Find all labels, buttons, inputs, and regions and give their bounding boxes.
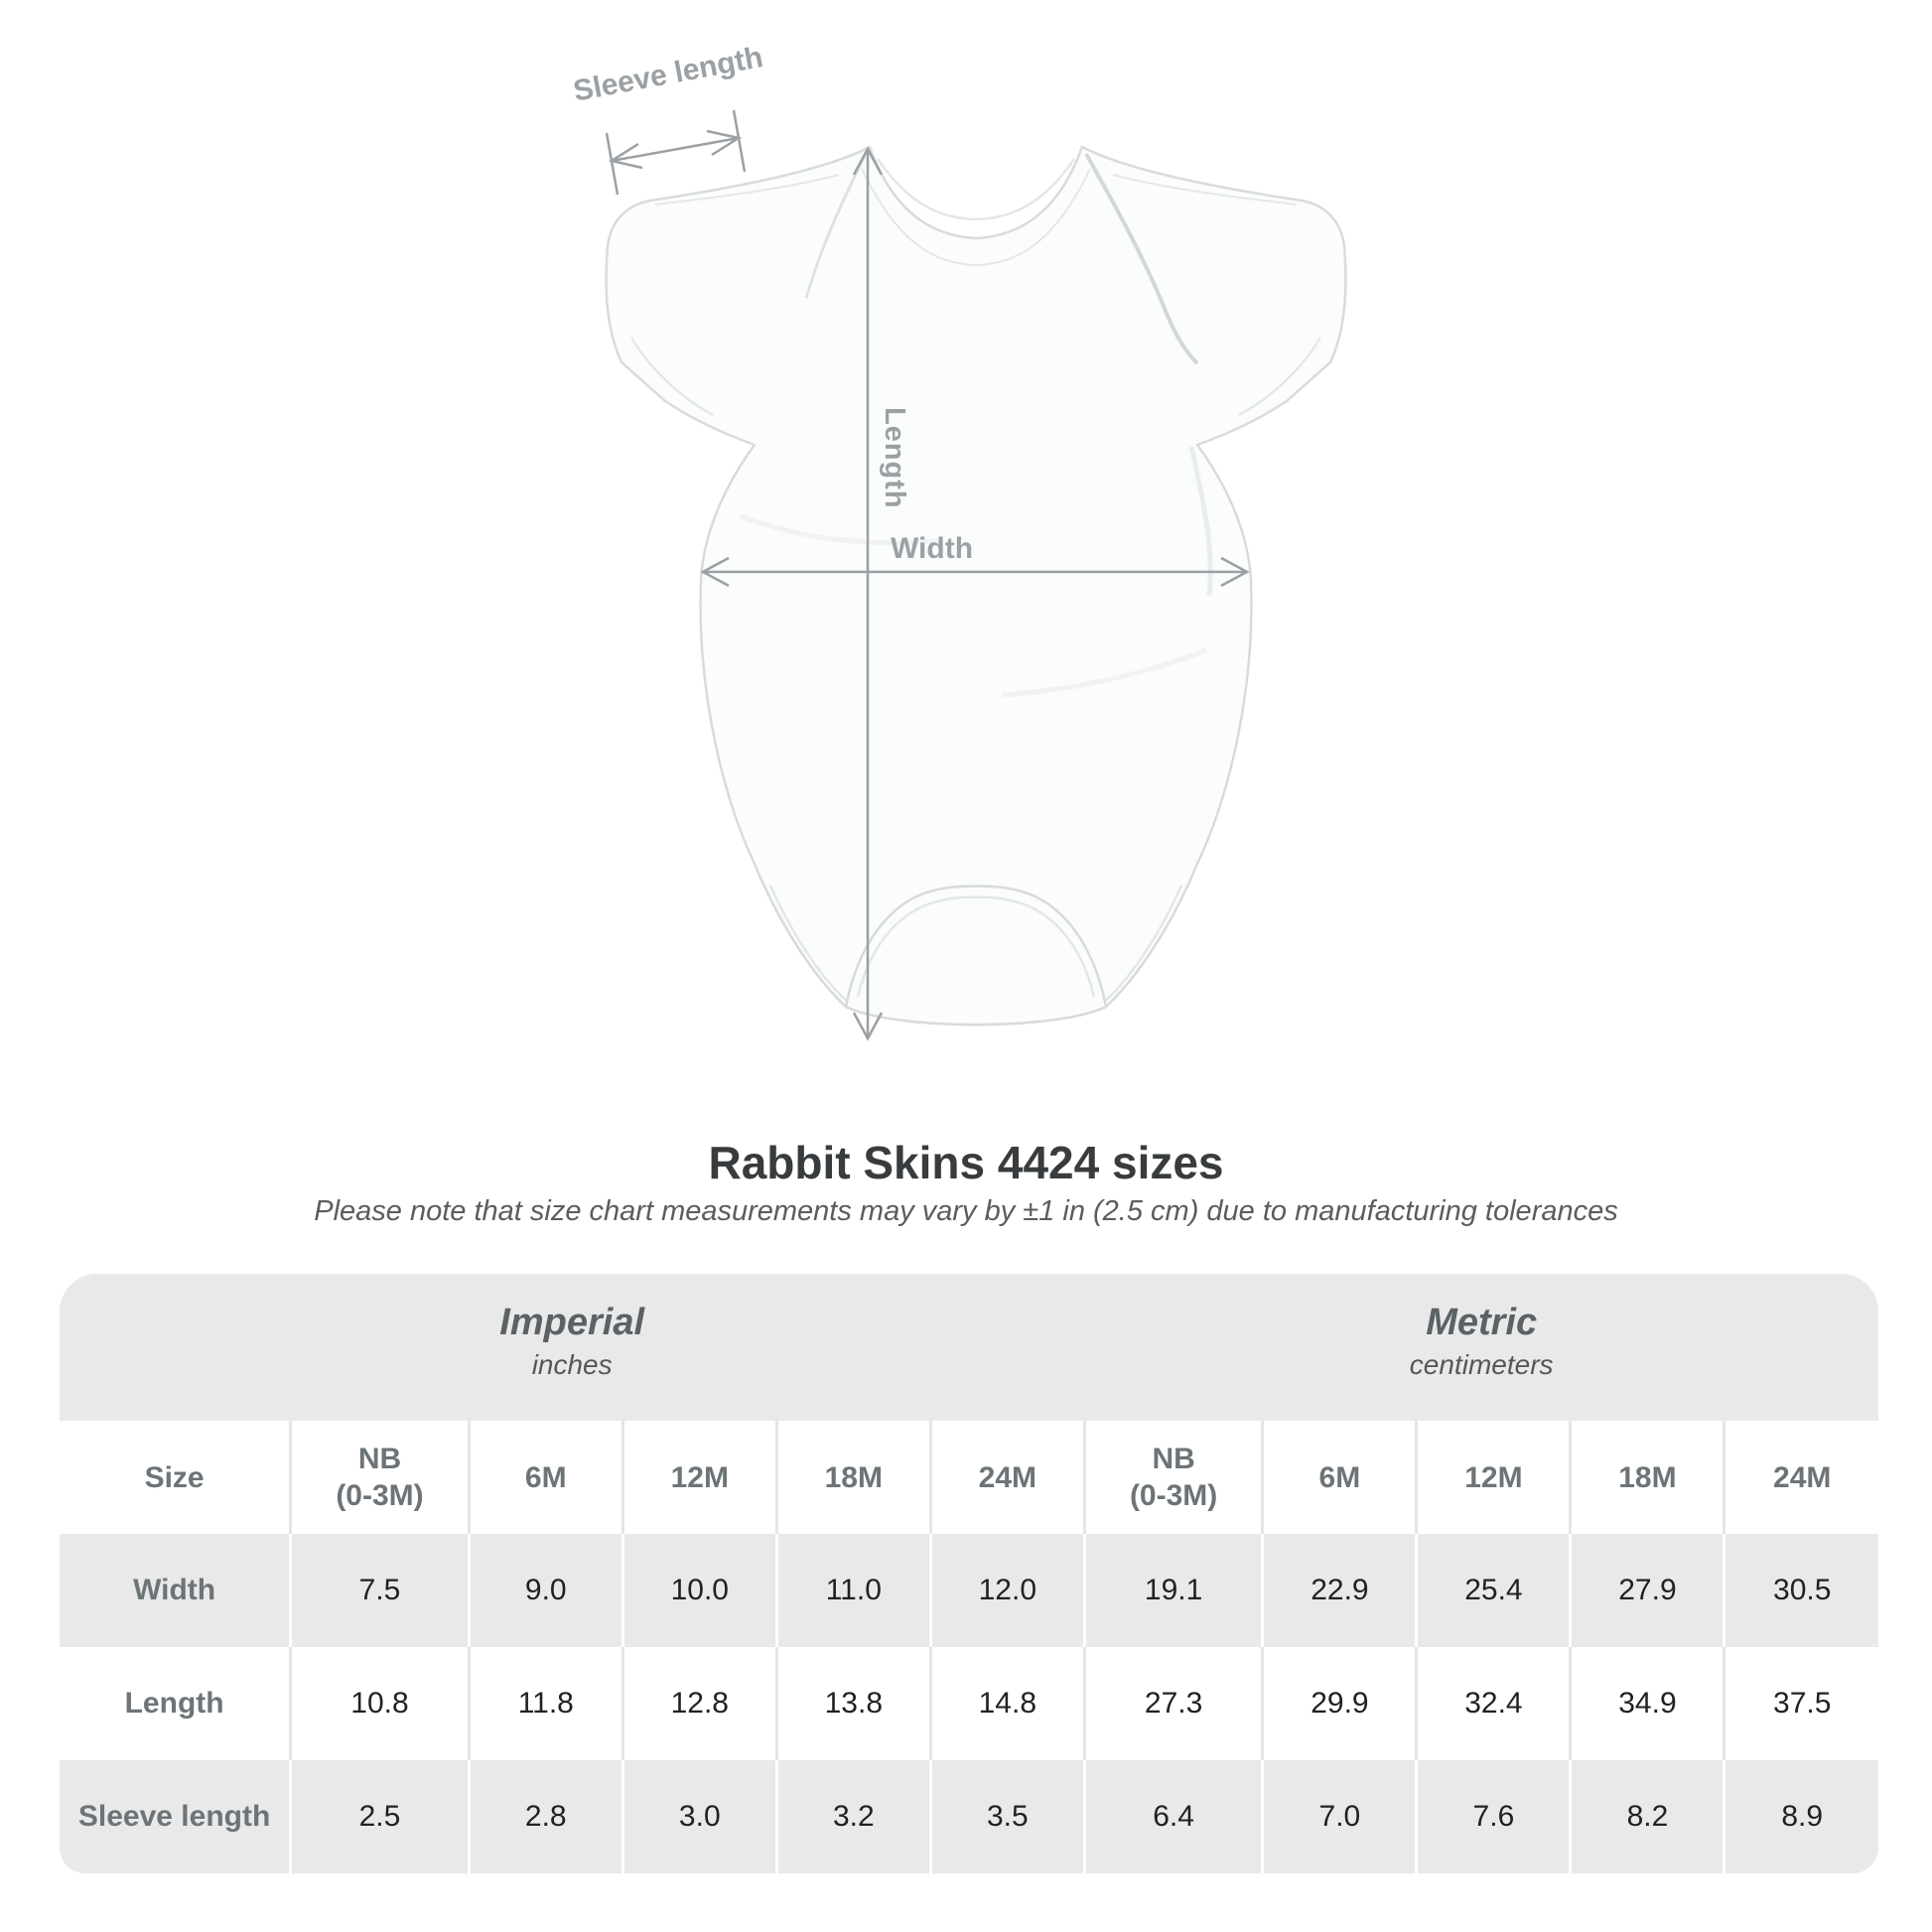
unit-group-header-row: Imperial inches Metric centimeters: [60, 1274, 1878, 1421]
metric-group-header: Metric centimeters: [1084, 1274, 1878, 1421]
width-dimension-label: Width: [891, 532, 974, 565]
imperial-units-label: inches: [531, 1349, 613, 1380]
measurement-value-cell: 7.6: [1415, 1760, 1571, 1873]
measurement-value-cell: 9.0: [467, 1534, 623, 1647]
size-column-header: Size: [60, 1421, 291, 1534]
metric-label: Metric: [1426, 1302, 1538, 1343]
size-table-container: Imperial inches Metric centimeters Size: [60, 1274, 1878, 1873]
measurement-value-cell: 10.0: [621, 1534, 777, 1647]
size-column-header: 18M: [774, 1421, 931, 1534]
size-column-header: 6M: [467, 1421, 623, 1534]
crotch-flap-shape: [844, 885, 1108, 1027]
size-column-header: 12M: [621, 1421, 777, 1534]
onesie-body-shape: [605, 145, 1347, 1027]
measurement-value-cell: 10.8: [289, 1647, 470, 1760]
measurement-value-cell: 3.5: [928, 1760, 1085, 1873]
right-armhole-shadow: [1188, 446, 1213, 597]
measurement-value-cell: 2.8: [467, 1760, 623, 1873]
measurement-row-label: Length: [60, 1647, 291, 1760]
measurement-value-cell: 27.3: [1082, 1647, 1263, 1760]
page-title: Rabbit Skins 4424 sizes: [708, 1137, 1224, 1188]
left-shoulder-seam: [654, 174, 840, 206]
measurement-value-cell: 30.5: [1723, 1534, 1878, 1647]
size-table-body: Width 7.5 9.0 10.0 11.0 12.0 19.1 22.9 25.4 27.9 3…: [60, 1534, 1878, 1873]
length-arrow: [852, 146, 884, 1041]
measurement-value-cell: 6.4: [1082, 1760, 1263, 1873]
measurement-value-cell: 34.9: [1569, 1647, 1725, 1760]
neckband-stitch-seam: [861, 168, 1091, 267]
measurement-value-cell: 7.0: [1261, 1760, 1417, 1873]
measurement-value-cell: 32.4: [1415, 1647, 1571, 1760]
neckband-inner-seam: [876, 158, 1076, 221]
measurement-value-cell: 19.1: [1082, 1534, 1263, 1647]
size-column-header: 18M: [1569, 1421, 1725, 1534]
metric-units-label: centimeters: [1409, 1349, 1554, 1380]
size-column-header: 24M: [1723, 1421, 1878, 1534]
measurement-value-cell: 11.0: [774, 1534, 931, 1647]
onesie-illustration: [605, 109, 1347, 1041]
measurement-value-cell: 29.9: [1261, 1647, 1417, 1760]
size-column-header: NB (0-3M): [1082, 1421, 1263, 1534]
product-diagram: Sleeve length Length Width: [571, 41, 1347, 1041]
measurement-value-cell: 25.4: [1415, 1534, 1571, 1647]
measurement-value-cell: 27.9: [1569, 1534, 1725, 1647]
size-column-header: 6M: [1261, 1421, 1417, 1534]
length-dimension-label: Length: [879, 407, 910, 509]
width-arrow: [700, 556, 1250, 588]
measurement-row: Width 7.5 9.0 10.0 11.0 12.0 19.1 22.9 25.4 27.9 3…: [60, 1534, 1878, 1647]
right-sleeve-hem-seam: [1238, 337, 1322, 417]
size-column-header: 12M: [1415, 1421, 1571, 1534]
measurement-value-cell: 22.9: [1261, 1534, 1417, 1647]
imperial-label: Imperial: [499, 1302, 645, 1343]
sleeve-length-arrow: [605, 109, 747, 196]
measurement-value-cell: 13.8: [774, 1647, 931, 1760]
measurement-value-cell: 12.8: [621, 1647, 777, 1760]
measurement-value-cell: 3.2: [774, 1760, 931, 1873]
measurement-value-cell: 8.9: [1723, 1760, 1878, 1873]
left-leg-binding-seam: [768, 885, 855, 1008]
left-shoulder-overlap-seam: [804, 153, 868, 299]
right-shoulder-seam: [1112, 174, 1298, 206]
right-leg-binding-seam: [1097, 885, 1183, 1008]
measurement-value-cell: 2.5: [289, 1760, 470, 1873]
imperial-group-header: Imperial inches: [60, 1274, 1085, 1421]
size-table: Imperial inches Metric centimeters Size: [60, 1274, 1878, 1873]
measurement-value-cell: 3.0: [621, 1760, 777, 1873]
tolerance-note: Please note that size chart measurements…: [314, 1195, 1618, 1227]
size-column-header: 24M: [928, 1421, 1085, 1534]
crotch-flap-binding-seam: [856, 896, 1096, 998]
measurement-row: Length 10.8 11.8 12.8 13.8 14.8 27.3 29.9 32.4 34…: [60, 1647, 1878, 1760]
right-shoulder-overlap-seam: [1084, 153, 1199, 365]
body-wrinkle: [1002, 647, 1207, 698]
measurement-value-cell: 12.0: [928, 1534, 1085, 1647]
measurement-value-cell: 11.8: [467, 1647, 623, 1760]
measurement-value-cell: 14.8: [928, 1647, 1085, 1760]
measurement-value-cell: 37.5: [1723, 1647, 1878, 1760]
measurement-row: Sleeve length 2.5 2.8 3.0 3.2 3.5 6.4 7.0 7.6 8.2…: [60, 1760, 1878, 1873]
measurement-value-cell: 8.2: [1569, 1760, 1725, 1873]
measurement-row-label: Width: [60, 1534, 291, 1647]
measurement-value-cell: 7.5: [289, 1534, 470, 1647]
left-sleeve-hem-seam: [629, 337, 714, 417]
body-wrinkle: [739, 513, 939, 546]
measurement-row-label: Sleeve length: [60, 1760, 291, 1873]
column-header-row: Size NB (0-3M) 6M 12M 18M 24M NB (0-3M) 6M 12M 18M…: [60, 1421, 1878, 1534]
size-column-header: NB (0-3M): [289, 1421, 470, 1534]
